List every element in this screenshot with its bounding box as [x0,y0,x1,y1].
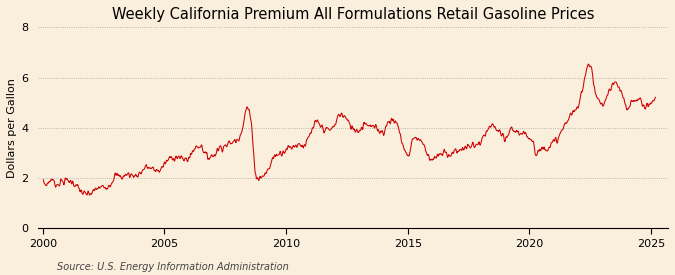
Y-axis label: Dollars per Gallon: Dollars per Gallon [7,78,17,178]
Title: Weekly California Premium All Formulations Retail Gasoline Prices: Weekly California Premium All Formulatio… [112,7,594,22]
Text: Source: U.S. Energy Information Administration: Source: U.S. Energy Information Administ… [57,262,289,272]
